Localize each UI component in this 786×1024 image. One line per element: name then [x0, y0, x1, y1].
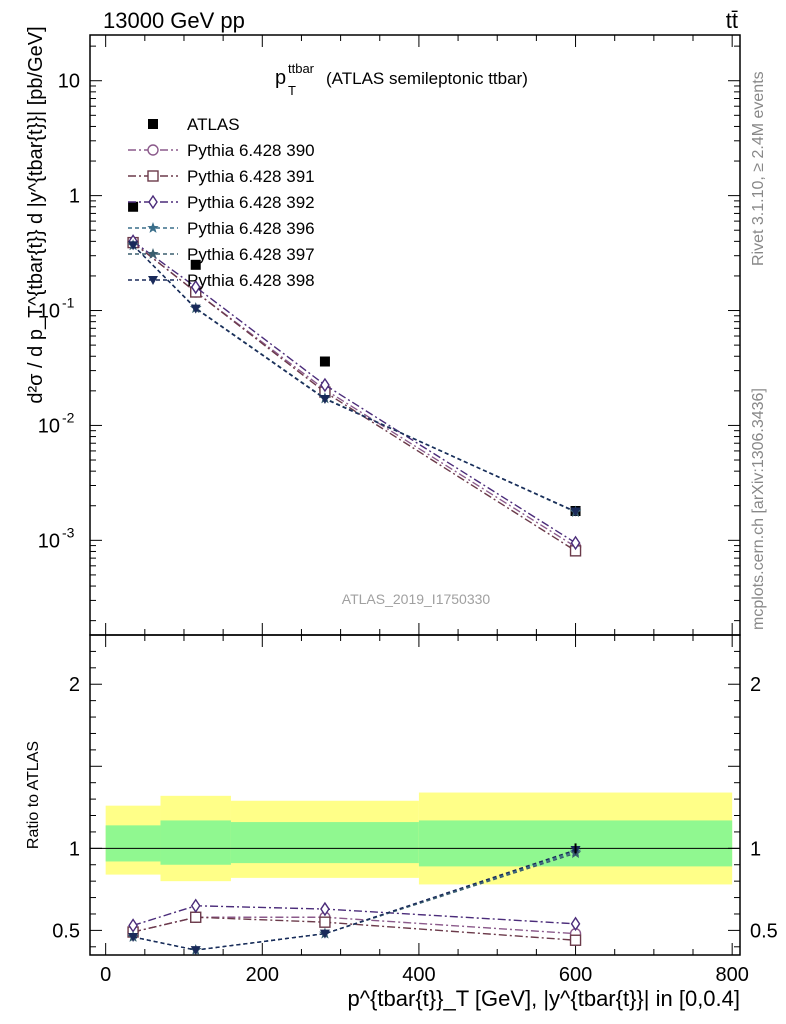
ratio-y-axis-label: Ratio to ATLAS [25, 741, 42, 849]
series-line [132, 916, 576, 941]
legend-item: Pythia 6.428 396 [128, 219, 315, 238]
data-point [319, 394, 330, 404]
data-point [570, 535, 581, 551]
legend-marker [148, 276, 158, 285]
data-point [320, 901, 330, 917]
y-tick-label: 10 -1 [38, 295, 75, 323]
legend-item: Pythia 6.428 390 [128, 141, 315, 160]
legend-item: Pythia 6.428 392 [128, 193, 315, 212]
x-tick-label: 0 [100, 964, 111, 986]
data-point [128, 201, 139, 212]
y-tick-label-exp: -3 [62, 524, 75, 540]
legend-item: Pythia 6.428 398 [128, 271, 315, 290]
ratio-y-tick-label: 1 [69, 838, 80, 860]
y-tick-label-base: 10 [38, 415, 60, 437]
legend-marker [147, 222, 159, 233]
data-point [319, 916, 331, 928]
series-line [132, 242, 576, 552]
legend-marker [147, 144, 159, 156]
legend-label: Pythia 6.428 391 [187, 167, 315, 186]
ratio-y-tick-label: 2 [69, 674, 80, 696]
y-tick-label-exp: -2 [62, 409, 75, 425]
legend-item: Pythia 6.428 391 [128, 167, 315, 186]
main-title-rest: (ATLAS semileptonic ttbar) [326, 69, 528, 88]
y-tick-label: 10 -2 [38, 409, 75, 437]
y-tick-label-text: 1 [69, 186, 80, 208]
main-title-sup: ttbar [288, 61, 315, 76]
y-tick-label-base: 10 [38, 530, 60, 552]
legend-marker [147, 170, 159, 182]
data-point [319, 356, 330, 367]
legend: ATLAS Pythia 6.428 390 Pythia 6.428 391 Pyt… [128, 115, 315, 290]
legend-marker [148, 194, 158, 210]
uncertainty-band-inner [160, 820, 231, 865]
y-tick-label-base: 10 [38, 301, 60, 323]
data-point [320, 377, 330, 393]
main-title-sub: T [288, 83, 296, 98]
series-line [132, 905, 576, 927]
legend-label: Pythia 6.428 398 [187, 271, 315, 290]
ratio-y-tick-label-right: 0.5 [750, 920, 778, 942]
uncertainty-band-inner [230, 822, 419, 864]
main-y-axis-label: d²σ / d p_T^{tbar{t}} d |y^{tbar{t}}| [p… [25, 26, 47, 403]
data-point [569, 934, 582, 946]
legend-marker [148, 119, 158, 129]
energy-label: 13000 GeV pp [103, 8, 245, 33]
legend-item: Pythia 6.428 397 [128, 245, 315, 264]
legend-label: Pythia 6.428 397 [187, 245, 315, 264]
x-tick-label: 800 [715, 964, 748, 986]
process-label: tt̄ [726, 8, 738, 33]
series-pythia-6-428-391 [127, 911, 582, 946]
legend-marker [147, 248, 159, 259]
data-point [190, 911, 202, 923]
ratio-y-tick-label-right: 2 [750, 674, 761, 696]
ratio-y-tick-label-right: 1 [750, 838, 761, 860]
x-axis-label: p^{tbar{t}}_T [GeV], |y^{tbar{t}}| in [0… [348, 986, 741, 1011]
legend-item: ATLAS [148, 115, 240, 134]
y-tick-label: 1 [69, 186, 80, 208]
series-pythia-6-428-392 [128, 898, 581, 933]
legend-label: Pythia 6.428 396 [187, 219, 315, 238]
data-point [190, 304, 201, 314]
series-line [132, 240, 576, 544]
x-tick-label: 200 [246, 964, 279, 986]
series-line [132, 849, 576, 951]
mcplots-label: mcplots.cern.ch [arXiv:1306.3436] [750, 388, 767, 630]
x-tick-label: 600 [559, 964, 592, 986]
data-point [128, 241, 139, 251]
data-point [190, 946, 201, 956]
uncertainty-band-inner [105, 825, 161, 862]
main-title: p ttbar T (ATLAS semileptonic ttbar) [275, 61, 528, 98]
series-pythia-6-428-398 [128, 241, 581, 517]
data-point [319, 929, 330, 939]
y-tick-label-text: 10 [58, 71, 80, 93]
data-point [190, 898, 201, 914]
data-point [570, 507, 581, 517]
ratio-y-tick-label: 0.5 [52, 920, 80, 942]
data-point [128, 932, 139, 942]
data-point [190, 259, 201, 270]
data-point [570, 916, 581, 932]
legend-label: ATLAS [187, 115, 240, 134]
analysis-watermark: ATLAS_2019_I1750330 [342, 591, 491, 607]
main-title-base: p [275, 67, 286, 89]
legend-label: Pythia 6.428 392 [187, 193, 315, 212]
legend-label: Pythia 6.428 390 [187, 141, 315, 160]
y-tick-label: 10 [58, 71, 80, 93]
data-point [190, 279, 201, 295]
series-line [132, 244, 576, 513]
rivet-version-label: Rivet 3.1.10, ≥ 2.4M events [750, 71, 767, 266]
y-tick-label: 10 -3 [38, 524, 75, 552]
x-tick-label: 400 [402, 964, 435, 986]
ratio-panel-frame [89, 634, 741, 956]
y-tick-label-exp: -1 [62, 295, 75, 311]
